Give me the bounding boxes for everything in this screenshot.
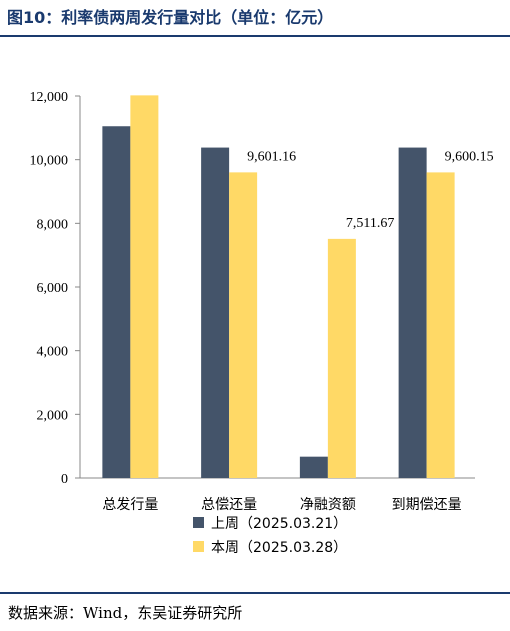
y-tick-label: 10,000: [30, 154, 69, 169]
bottom-divider: [0, 592, 510, 594]
bar-series-2: [130, 95, 159, 478]
legend-label: 本周（2025.03.28）: [211, 540, 347, 556]
y-tick-label: 8,000: [37, 217, 69, 232]
bar-series-2: [229, 172, 258, 478]
bar-chart: 0 2,000 4,000 6,000 8,000 10,000 12,000 总发行量 总偿还…: [30, 90, 494, 556]
x-category-label: 到期偿还量: [392, 497, 462, 513]
data-label: 9,600.15: [445, 149, 494, 164]
source-note: 数据来源：Wind，东吴证券研究所: [8, 604, 243, 622]
bar-series-2: [327, 238, 356, 478]
y-tick-label: 6,000: [37, 281, 69, 296]
bar-series-1: [201, 147, 230, 478]
y-tick-label: 2,000: [37, 408, 69, 423]
legend-swatch: [193, 541, 204, 552]
top-divider: [0, 35, 510, 37]
x-category-label: 总发行量: [102, 497, 158, 513]
bar-series-2: [426, 172, 455, 479]
legend-swatch: [193, 517, 204, 528]
data-label: 7,511.67: [346, 216, 394, 231]
bar-series-1: [299, 456, 328, 478]
page-title: 图10：利率债两周发行量对比（单位：亿元）: [7, 8, 334, 27]
y-tick-label: 0: [61, 472, 68, 487]
data-label: 9,601.16: [247, 149, 296, 164]
bar-series-1: [398, 147, 427, 478]
x-category-label: 总偿还量: [201, 497, 257, 513]
y-tick-label: 4,000: [37, 345, 69, 360]
bar-series-1: [102, 126, 131, 478]
x-category-label: 净融资额: [300, 497, 356, 513]
legend-label: 上周（2025.03.21）: [211, 516, 347, 532]
y-tick-label: 12,000: [30, 90, 69, 105]
